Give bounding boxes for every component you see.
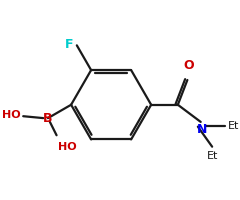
Text: F: F xyxy=(65,38,73,51)
Text: HO: HO xyxy=(59,142,77,152)
Text: HO: HO xyxy=(2,110,20,120)
Text: Et: Et xyxy=(227,121,239,131)
Text: Et: Et xyxy=(206,151,218,161)
Text: O: O xyxy=(183,59,194,72)
Text: N: N xyxy=(197,123,207,136)
Text: B: B xyxy=(43,112,53,125)
